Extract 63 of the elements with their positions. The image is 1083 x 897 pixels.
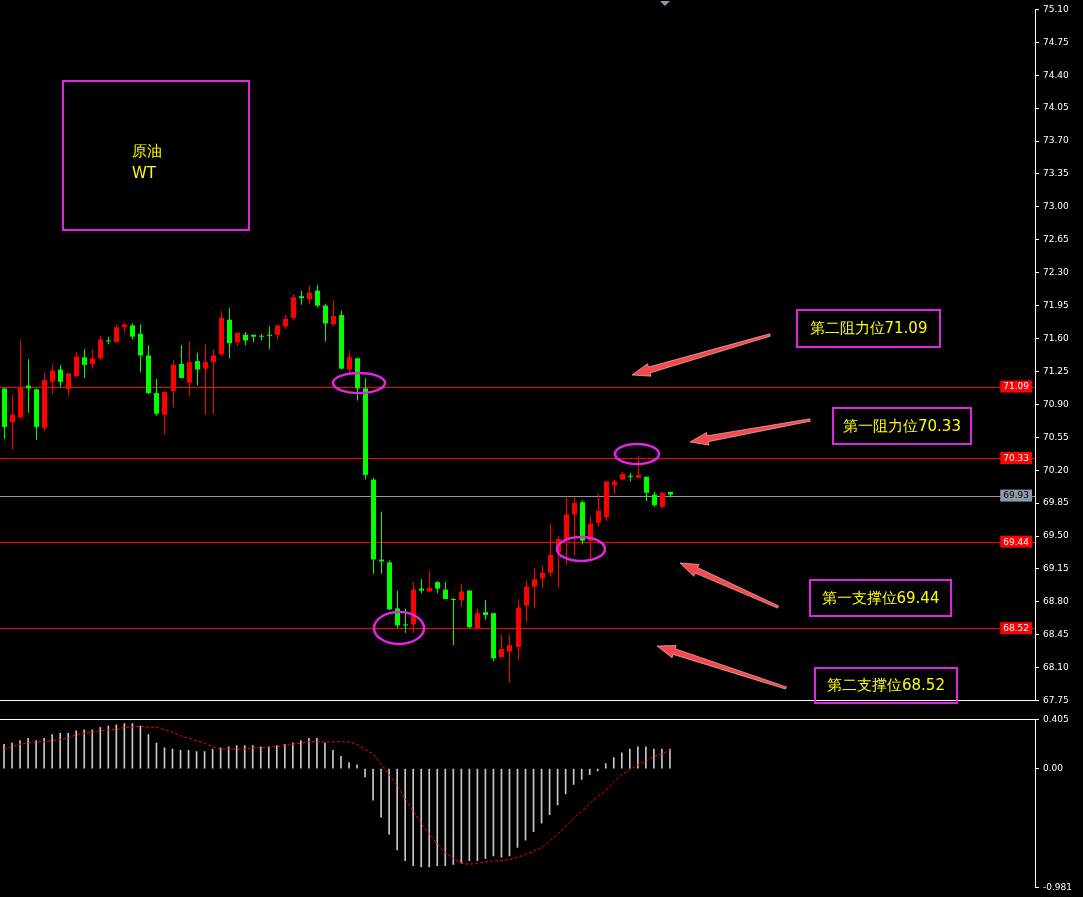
- candlestick: [98, 335, 103, 361]
- candlestick: [267, 325, 272, 350]
- y-tick-label: 70.90: [1043, 398, 1070, 409]
- candlestick: [331, 299, 336, 327]
- y-tick-label: 69.15: [1043, 563, 1069, 574]
- candlestick: [323, 303, 328, 342]
- y-tick-label: 68.45: [1043, 629, 1069, 640]
- y-tick-label: 74.75: [1043, 36, 1069, 47]
- line-series: [3, 725, 671, 865]
- y-tick-label: 0.00: [1043, 762, 1064, 773]
- y-tick-label: 70.20: [1043, 464, 1070, 475]
- y-tick-label: 69.85: [1043, 497, 1069, 508]
- annotation: 第二阻力位71.09: [796, 309, 941, 348]
- y-tick-label: 68.80: [1043, 596, 1070, 607]
- y-tick-label: 71.60: [1043, 332, 1070, 343]
- candlestick: [644, 476, 649, 502]
- y-tick-label: 71.25: [1043, 365, 1069, 376]
- candlestick: [524, 579, 529, 623]
- candlestick: [483, 599, 488, 621]
- candlestick: [532, 567, 537, 609]
- y-tick-label: 0.405: [1043, 713, 1069, 724]
- candlestick: [507, 634, 512, 684]
- y-tick-label: 70.55: [1043, 431, 1069, 442]
- candlestick: [227, 307, 232, 359]
- candlestick: [82, 348, 87, 379]
- y-tick-label: 74.05: [1043, 102, 1069, 113]
- candlestick: [90, 349, 95, 370]
- y-tick-label: 71.95: [1043, 299, 1069, 310]
- candlestick: [459, 583, 464, 608]
- y-tick-label: 67.75: [1043, 694, 1069, 705]
- candlestick: [58, 364, 63, 388]
- candlestick: [74, 351, 79, 378]
- y-tick-label: 72.30: [1043, 267, 1070, 278]
- candlestick: [403, 607, 408, 634]
- ref-line-label: 69.44: [1003, 536, 1030, 547]
- candlestick: [451, 597, 456, 646]
- candlestick: [427, 570, 432, 593]
- candlestick: [195, 352, 200, 387]
- y-tick-label: 68.10: [1043, 662, 1070, 673]
- ref-line-label: 69.93: [1003, 490, 1029, 501]
- candlestick: [154, 378, 159, 417]
- annotation: 第一支撑位69.44: [809, 579, 952, 617]
- annotation: 原油 WT: [62, 80, 250, 231]
- candlestick: [291, 293, 296, 321]
- y-tick-label: -0.981: [1043, 881, 1073, 892]
- ref-line-label: 68.52: [1003, 623, 1029, 634]
- y-tick-label: 74.40: [1043, 69, 1070, 80]
- candlestick: [179, 344, 184, 379]
- y-tick-label: 75.10: [1043, 3, 1070, 14]
- candlestick: [596, 493, 601, 528]
- y-tick-label: 69.50: [1043, 530, 1070, 541]
- y-tick-label: 73.70: [1043, 135, 1070, 146]
- y-tick-label: 72.65: [1043, 234, 1069, 245]
- annotation: 第二支撑位68.52: [814, 667, 958, 704]
- annotation: 第一阻力位70.33: [832, 407, 972, 445]
- candlestick: [10, 394, 15, 451]
- candlestick: [315, 284, 320, 309]
- candlestick: [162, 390, 167, 435]
- ref-line-label: 70.33: [1003, 452, 1029, 463]
- y-tick-label: 73.35: [1043, 168, 1069, 179]
- y-tick-label: 73.00: [1043, 201, 1070, 212]
- candlestick: [138, 323, 143, 373]
- ref-line-label: 71.09: [1003, 381, 1030, 392]
